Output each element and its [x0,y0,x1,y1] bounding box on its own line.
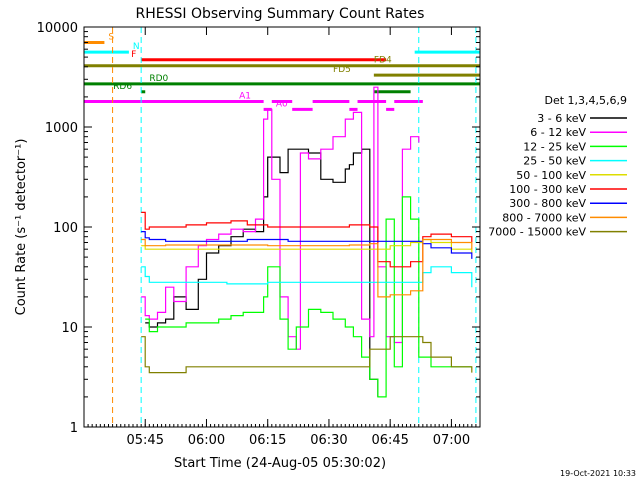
flag-label: A1 [239,91,251,101]
legend-label: 3 - 6 keV [537,112,586,125]
flag-label: RD6 [113,82,132,92]
x-tick-label: 06:00 [188,433,225,448]
series-line [141,231,473,259]
flag-label: FD5 [333,65,351,75]
flag-label: S [108,32,114,42]
x-tick-label: 06:45 [371,433,408,448]
flag-label: RD0 [149,74,168,84]
y-tick-label: 1 [70,421,78,436]
plot-series [141,86,473,398]
x-tick-label: 07:00 [433,433,470,448]
flag-label: F [131,50,136,60]
x-axis-label: Start Time (24-Aug-05 05:30:02) [174,456,386,471]
legend-label: 50 - 100 keV [516,169,586,182]
chart-title: RHESSI Observing Summary Count Rates [136,6,425,22]
legend-label: 7000 - 15000 keV [488,226,586,239]
series-line [141,238,473,253]
timestamp: 19-Oct-2021 10:33 [560,469,636,478]
flag-bars: S NF FD4 FD5 RD0 RD6 A1 A0 [84,32,480,111]
y-tick-label: 10 [61,321,78,336]
series-line [141,238,473,298]
legend-label: 25 - 50 keV [523,155,586,168]
series-line [141,86,420,350]
axes: 05:45 06:00 06:15 06:30 06:45 07:00 1 10 100 1000… [37,21,480,448]
legend-title: Det 1,3,4,5,6,9 [544,94,627,107]
series-line [145,196,472,398]
x-tick-label: 06:15 [249,433,286,448]
series-line [141,336,473,374]
legend-label: 100 - 300 keV [509,183,586,196]
flag-label: FD4 [374,56,392,66]
y-tick-label: 1000 [45,121,78,136]
series-line [141,266,473,288]
legend-label: 6 - 12 keV [530,126,586,139]
legend-label: 300 - 800 keV [509,197,586,210]
y-axis-label: Count Rate (s⁻¹ detector⁻¹) [14,139,29,316]
x-tick-label: 06:30 [310,433,347,448]
y-tick-label: 100 [53,221,78,236]
x-tick-label: 05:45 [127,433,164,448]
flag-label: N [133,42,140,52]
flag-label: A0 [276,99,288,109]
legend-label: 800 - 7000 keV [502,211,586,224]
y-tick-label: 10000 [37,21,78,36]
legend-label: 12 - 25 keV [523,140,586,153]
